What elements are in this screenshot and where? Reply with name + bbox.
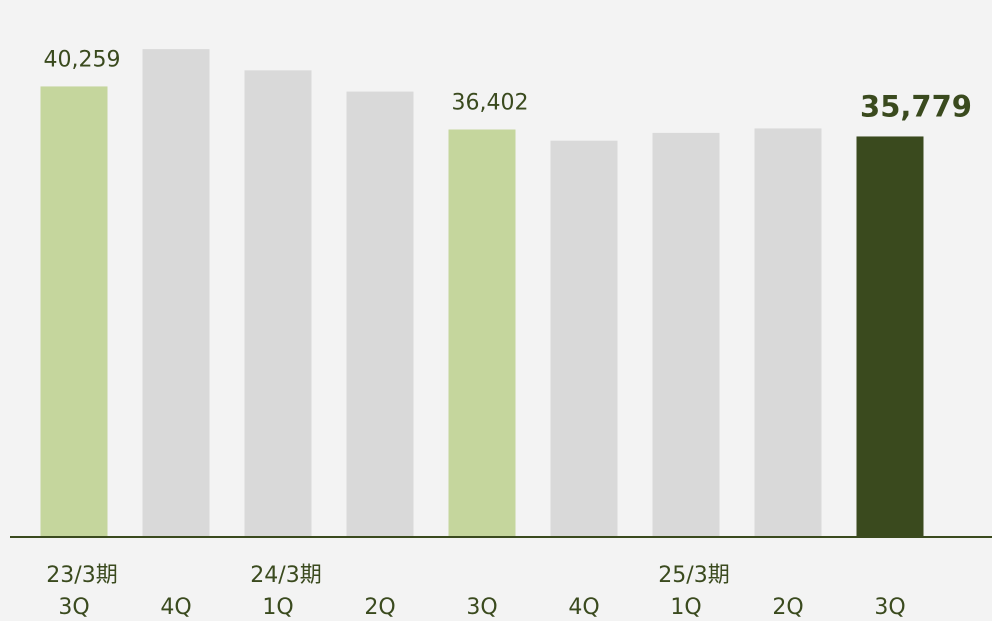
x-tick-label: 4Q: [568, 595, 599, 620]
period-label: 24/3期: [250, 563, 321, 588]
x-tick-label: 2Q: [772, 595, 803, 620]
bar: [346, 91, 414, 537]
x-tick-label: 1Q: [670, 595, 701, 620]
bar: [142, 49, 210, 537]
bar: [40, 86, 108, 537]
x-tick-label: 3Q: [58, 595, 89, 620]
period-label: 25/3期: [658, 563, 729, 588]
period-label: 23/3期: [46, 563, 117, 588]
bar: [652, 132, 720, 536]
x-tick-label: 1Q: [262, 595, 293, 620]
value-label: 40,259: [44, 47, 121, 72]
x-tick-label: 4Q: [160, 595, 191, 620]
bar: [244, 70, 312, 536]
x-tick-label: 2Q: [364, 595, 395, 620]
value-label: 36,402: [452, 91, 529, 116]
x-tick-label: 3Q: [466, 595, 497, 620]
bar: [856, 136, 924, 536]
x-tick-label: 3Q: [874, 595, 905, 620]
value-label: 35,779: [860, 89, 972, 123]
bar: [448, 129, 516, 537]
bar: [550, 140, 618, 536]
bar: [754, 128, 822, 536]
